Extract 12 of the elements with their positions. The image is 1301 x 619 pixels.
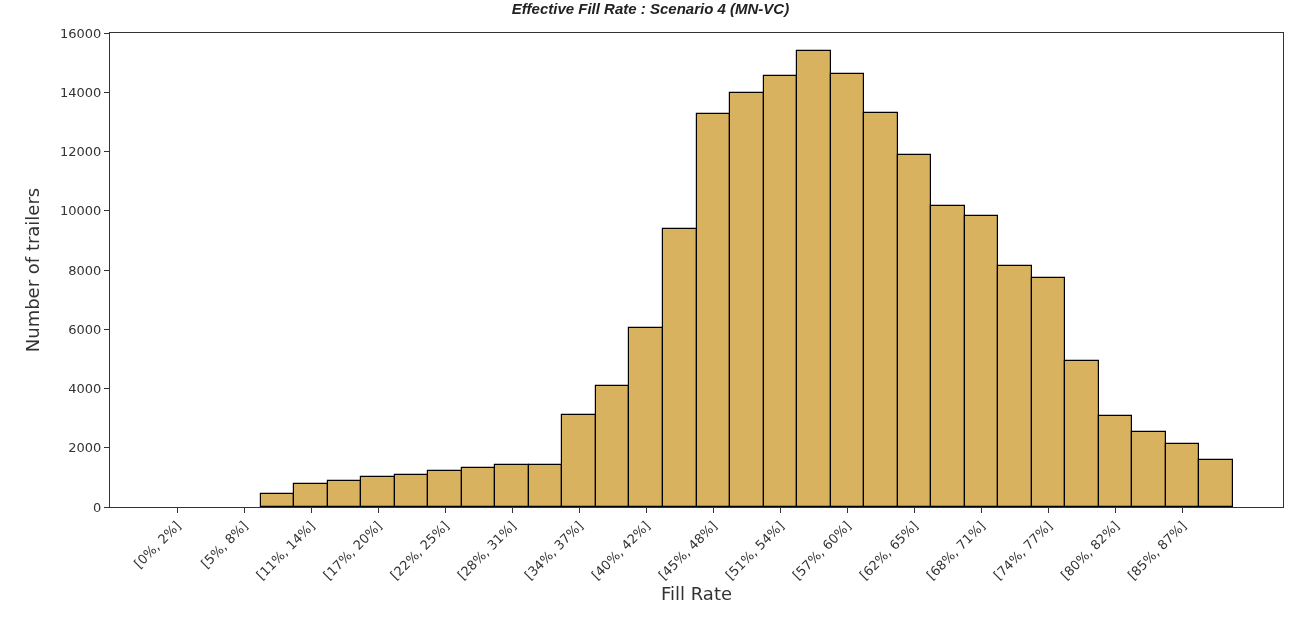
y-tick-label: 16000	[60, 25, 102, 41]
y-tick-label: 2000	[68, 440, 102, 456]
x-axis-title: Fill Rate	[660, 582, 733, 604]
y-tick-label: 12000	[60, 144, 102, 160]
y-tick-label: 10000	[60, 203, 102, 219]
y-axis-title: Number of trailers	[22, 187, 44, 353]
y-tick-label: 6000	[68, 321, 102, 337]
y-tick-label: 8000	[68, 262, 102, 278]
y-tick-label: 4000	[68, 381, 102, 397]
y-tick-label: 0	[93, 499, 102, 515]
chart-title: Effective Fill Rate : Scenario 4 (MN-VC)	[511, 0, 790, 17]
y-tick-label: 14000	[60, 84, 102, 100]
